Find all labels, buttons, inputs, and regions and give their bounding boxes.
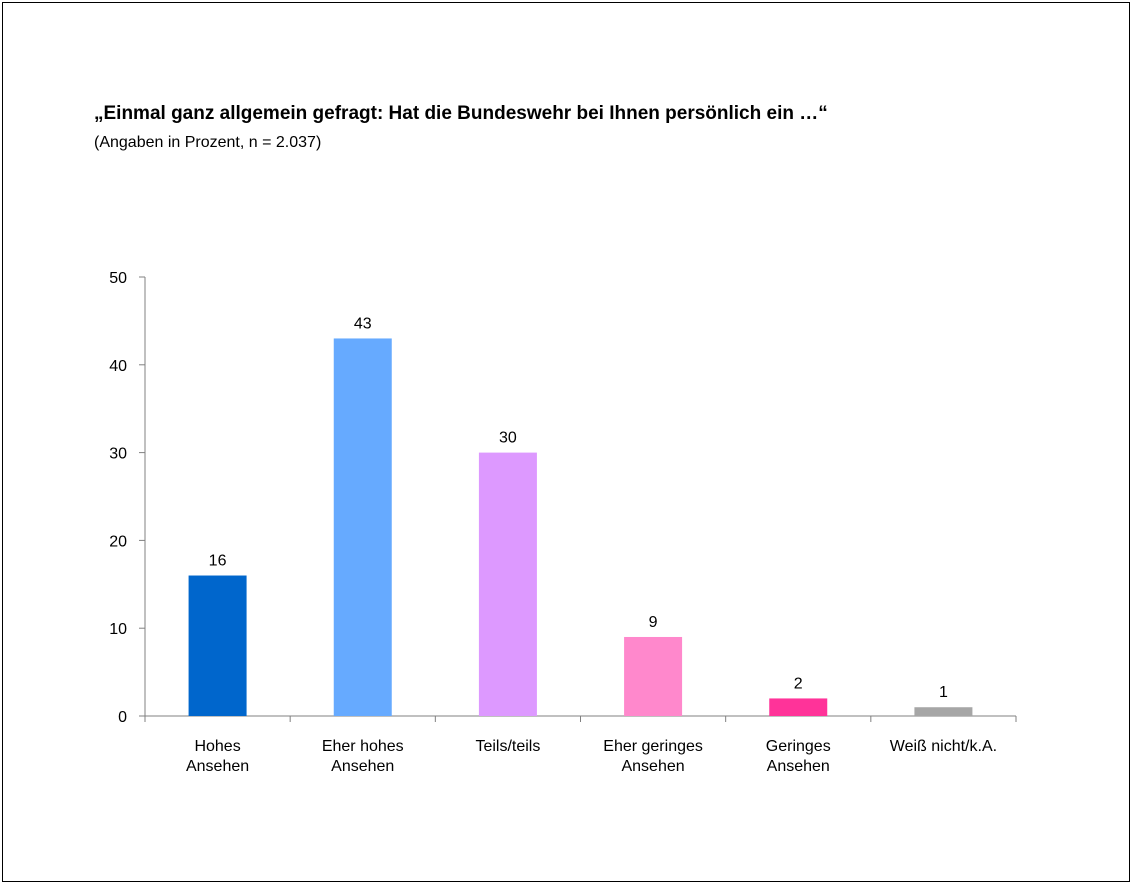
data-label: 1	[939, 684, 948, 701]
x-tick-label: Geringes	[766, 738, 831, 755]
bar	[914, 707, 973, 716]
chart-title: „Einmal ganz allgemein gefragt: Hat die …	[94, 103, 828, 124]
y-tick-label: 50	[109, 270, 127, 287]
x-tick-label: Ansehen	[767, 758, 830, 775]
bar	[624, 636, 683, 716]
x-tick-label: Teils/teils	[475, 738, 540, 755]
x-tick-label: Ansehen	[621, 758, 684, 775]
data-label: 2	[794, 675, 803, 692]
data-label: 43	[354, 315, 372, 332]
x-tick-label: Eher hohes	[322, 738, 404, 755]
data-label: 9	[649, 614, 658, 631]
bar	[188, 575, 247, 716]
y-tick-label: 40	[109, 358, 127, 375]
data-label: 16	[209, 553, 227, 570]
y-tick-label: 20	[109, 533, 127, 550]
y-tick-label: 10	[109, 621, 127, 638]
x-tick-label: Ansehen	[186, 758, 249, 775]
chart-subtitle: (Angaben in Prozent, n = 2.037)	[94, 134, 322, 151]
x-tick-label: Weiß nicht/k.A.	[890, 738, 997, 755]
y-tick-label: 30	[109, 446, 127, 463]
bar	[478, 452, 537, 716]
y-tick-label: 0	[118, 709, 127, 726]
data-label: 30	[499, 430, 517, 447]
bar	[769, 698, 828, 716]
x-tick-label: Hohes	[194, 738, 240, 755]
x-tick-label: Ansehen	[331, 758, 394, 775]
bar	[333, 338, 392, 716]
x-tick-label: Eher geringes	[603, 738, 703, 755]
